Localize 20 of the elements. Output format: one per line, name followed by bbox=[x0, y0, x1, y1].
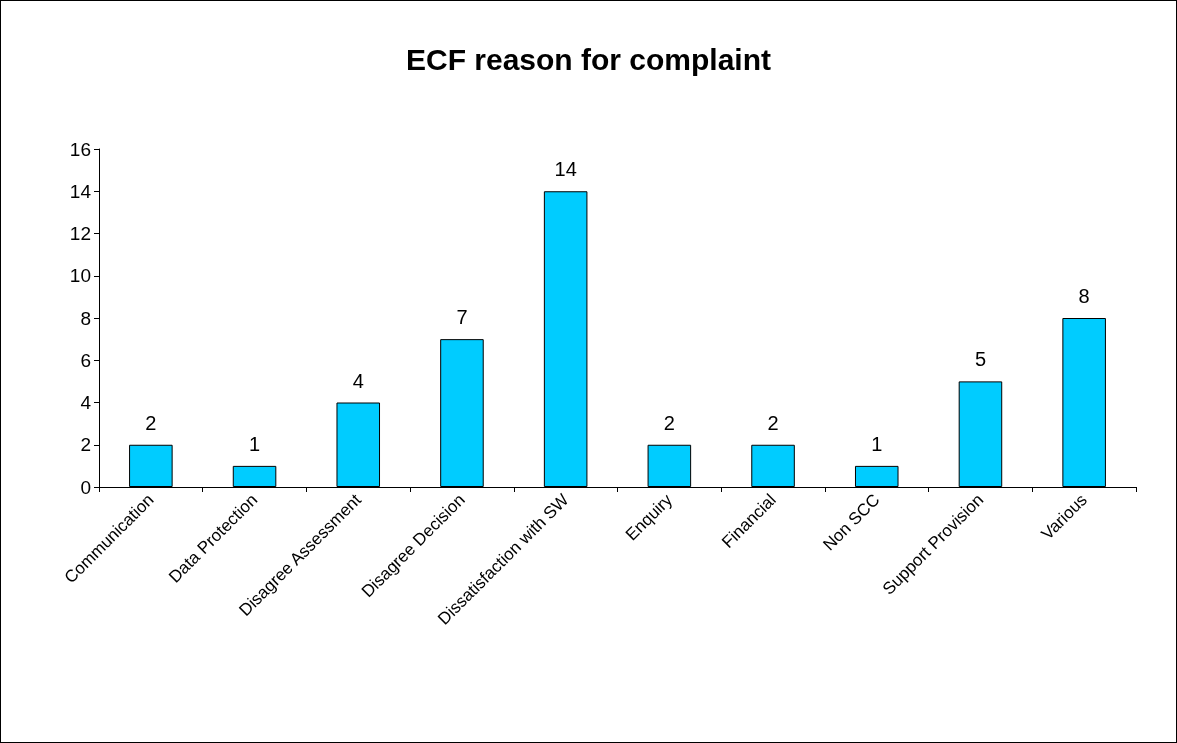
data-label: 8 bbox=[1078, 285, 1090, 307]
y-tick-label: 4 bbox=[80, 392, 92, 413]
y-tick-label: 16 bbox=[69, 138, 91, 160]
data-label: 4 bbox=[352, 369, 364, 392]
data-label: 5 bbox=[974, 348, 987, 371]
y-tick-label: 6 bbox=[80, 349, 91, 371]
data-label: 2 bbox=[663, 411, 675, 434]
y-tick-label: 12 bbox=[69, 223, 91, 244]
y-tick-label: 2 bbox=[80, 434, 91, 456]
data-label: 14 bbox=[554, 158, 577, 181]
data-label: 1 bbox=[871, 432, 883, 455]
data-label: 2 bbox=[145, 411, 157, 434]
data-label: 2 bbox=[767, 411, 779, 434]
data-label: 1 bbox=[248, 432, 261, 455]
y-tick-label: 14 bbox=[69, 180, 92, 202]
data-label: 7 bbox=[456, 306, 468, 329]
y-tick-label: 0 bbox=[80, 476, 91, 498]
y-tick-label: 8 bbox=[80, 307, 91, 329]
y-tick-label: 10 bbox=[69, 265, 91, 287]
chart-title: ECF reason for complaint bbox=[405, 42, 772, 76]
